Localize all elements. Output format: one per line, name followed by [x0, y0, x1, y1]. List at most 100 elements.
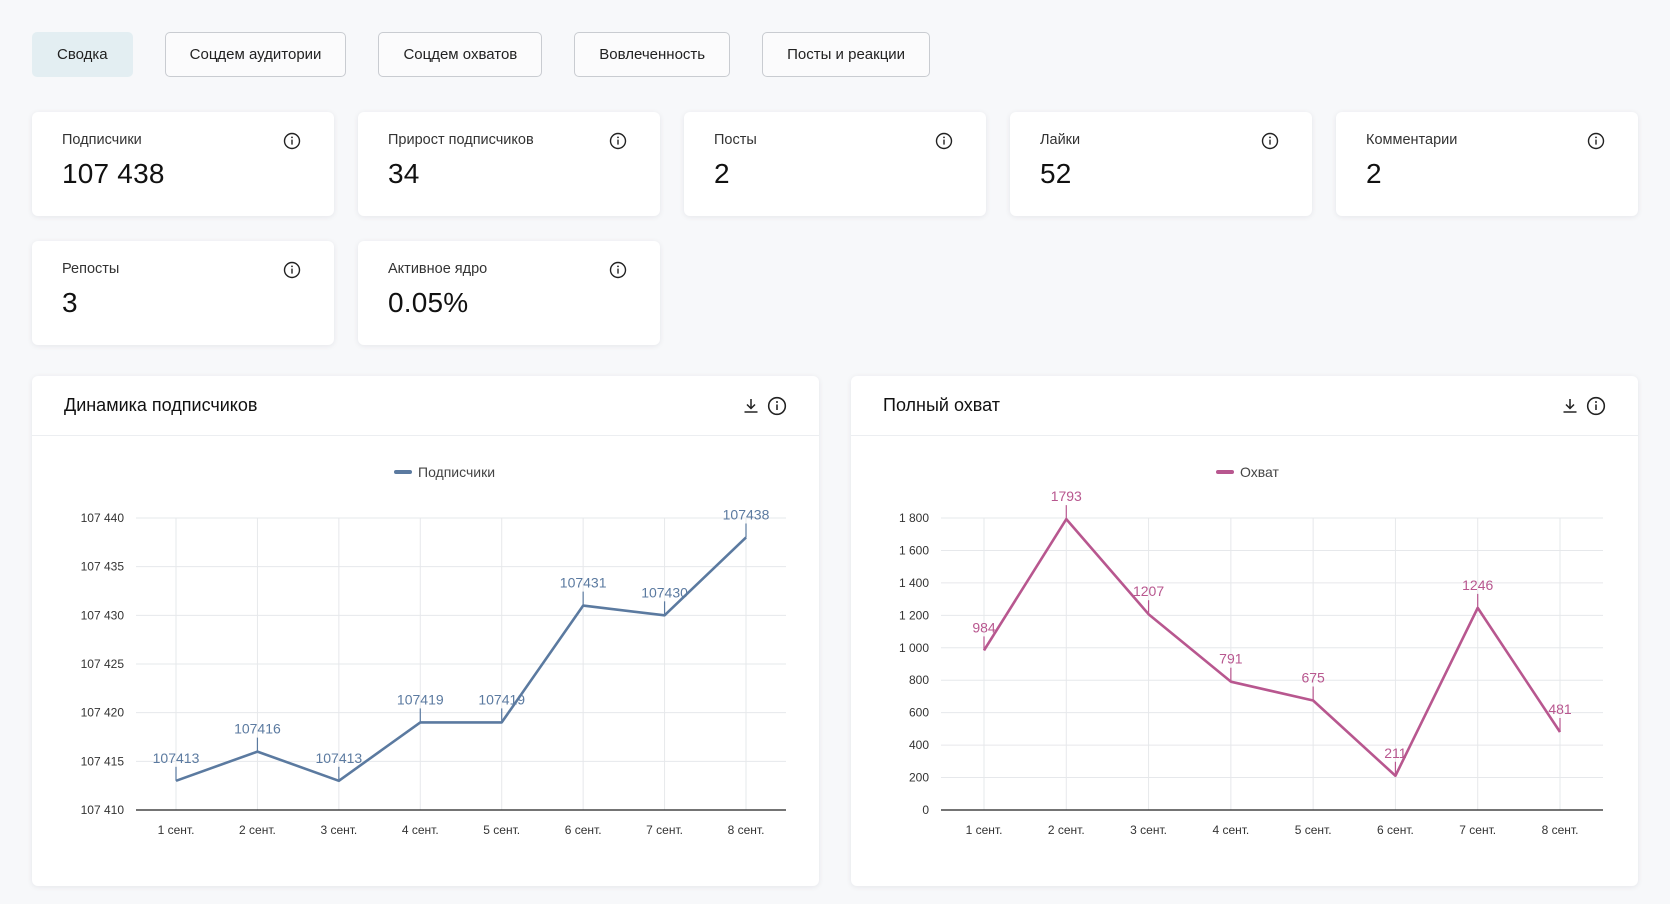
- y-tick-label: 107 430: [81, 608, 125, 622]
- metric-card-subscribers: Подписчики 107 438: [32, 112, 334, 216]
- metric-value: 0.05%: [388, 287, 469, 318]
- y-tick-label: 107 410: [81, 803, 125, 817]
- x-tick-label: 7 сент.: [1459, 823, 1496, 837]
- data-label: 791: [1219, 651, 1243, 667]
- data-label: 675: [1301, 670, 1325, 686]
- y-tick-label: 107 435: [81, 560, 125, 574]
- metric-label: Репосты: [62, 261, 120, 277]
- tab-audience-demographics[interactable]: Соцдем аудитории: [164, 32, 347, 77]
- data-label: 1207: [1133, 583, 1164, 599]
- download-icon[interactable]: [1560, 396, 1580, 416]
- x-tick-label: 1 сент.: [966, 823, 1003, 837]
- data-label: 107431: [560, 575, 607, 591]
- metric-label: Активное ядро: [388, 261, 488, 277]
- panel-title: Полный охват: [883, 395, 1001, 415]
- metric-label: Прирост подписчиков: [388, 132, 534, 148]
- data-label: 107419: [478, 691, 525, 707]
- info-icon[interactable]: [1586, 396, 1606, 416]
- data-label: 107419: [397, 691, 444, 707]
- y-tick-label: 600: [909, 706, 929, 720]
- metric-value: 2: [714, 158, 730, 189]
- legend-label: Подписчики: [418, 464, 495, 480]
- x-tick-label: 4 сент.: [1212, 823, 1249, 837]
- x-tick-label: 5 сент.: [483, 823, 520, 837]
- legend-label: Охват: [1240, 464, 1279, 480]
- chart-grid: [136, 517, 786, 811]
- data-label: 1793: [1051, 488, 1082, 504]
- x-tick-label: 5 сент.: [1295, 823, 1332, 837]
- x-tick-label: 2 сент.: [1048, 823, 1085, 837]
- x-tick-label: 6 сент.: [565, 823, 602, 837]
- x-tick-label: 8 сент.: [728, 823, 765, 837]
- metric-label: Комментарии: [1366, 132, 1458, 148]
- panel-header: Динамика подписчиков: [32, 376, 819, 436]
- info-icon[interactable]: [1261, 132, 1279, 150]
- y-tick-label: 1 400: [899, 576, 929, 590]
- x-tick-label: 6 сент.: [1377, 823, 1414, 837]
- metric-label: Подписчики: [62, 132, 142, 148]
- data-label: 107438: [723, 506, 770, 522]
- y-tick-label: 1 800: [899, 511, 929, 525]
- data-label: 107416: [234, 721, 281, 737]
- download-icon[interactable]: [741, 396, 761, 416]
- x-tick-label: 2 сент.: [239, 823, 276, 837]
- metric-value: 107 438: [62, 158, 165, 189]
- info-icon[interactable]: [767, 396, 787, 416]
- info-icon[interactable]: [935, 132, 953, 150]
- tab-bar: Сводка Соцдем аудитории Соцдем охватов В…: [32, 32, 931, 77]
- data-label: 211: [1384, 745, 1407, 761]
- x-tick-label: 4 сент.: [402, 823, 439, 837]
- tab-reach-demographics[interactable]: Соцдем охватов: [378, 32, 543, 77]
- metric-value: 2: [1366, 158, 1382, 189]
- metric-value: 34: [388, 158, 420, 189]
- metric-label: Посты: [714, 132, 757, 148]
- metric-card-reposts: Репосты 3: [32, 241, 334, 345]
- series-line: [175, 536, 747, 783]
- info-icon[interactable]: [1587, 132, 1605, 150]
- panel-title: Динамика подписчиков: [64, 395, 258, 415]
- data-label: 481: [1548, 701, 1572, 717]
- y-tick-label: 107 425: [81, 657, 125, 671]
- y-tick-label: 200: [909, 771, 929, 785]
- chart-legend: Охват: [1216, 464, 1279, 480]
- y-tick-label: 107 415: [81, 754, 125, 768]
- tab-summary[interactable]: Сводка: [32, 32, 133, 77]
- y-tick-label: 1 600: [899, 543, 929, 557]
- metric-value: 3: [62, 287, 78, 318]
- x-tick-label: 1 сент.: [158, 823, 195, 837]
- metric-card-comments: Комментарии 2: [1336, 112, 1638, 216]
- metric-value: 52: [1040, 158, 1072, 189]
- x-tick-label: 3 сент.: [1130, 823, 1167, 837]
- info-icon[interactable]: [283, 132, 301, 150]
- x-tick-label: 8 сент.: [1542, 823, 1579, 837]
- data-label: 107430: [641, 584, 688, 600]
- metric-card-active-core: Активное ядро 0.05%: [358, 241, 660, 345]
- chart-legend: Подписчики: [394, 464, 495, 480]
- metric-cards: Подписчики 107 438 Прирост подписчиков 3…: [32, 112, 1638, 345]
- metric-card-likes: Лайки 52: [1010, 112, 1312, 216]
- info-icon[interactable]: [609, 261, 627, 279]
- panel-header: Полный охват: [851, 376, 1638, 436]
- y-tick-label: 800: [909, 673, 929, 687]
- tab-engagement[interactable]: Вовлеченность: [574, 32, 731, 77]
- reach-line-chart: Охват 0 200 400 600 800 1 000 1 200 1 400 1 600 1 …: [899, 464, 1603, 837]
- reach-chart-panel: Полный охват Охват 0 200 400 600 800 1 000 1 20…: [851, 376, 1638, 886]
- metric-card-subscriber-growth: Прирост подписчиков 34: [358, 112, 660, 216]
- subscribers-chart-panel: Динамика подписчиков Подписчики 107 410 10…: [32, 376, 819, 886]
- x-tick-label: 7 сент.: [646, 823, 683, 837]
- data-label: 984: [972, 619, 996, 635]
- tab-posts-reactions[interactable]: Посты и реакции: [762, 32, 931, 77]
- info-icon[interactable]: [283, 261, 301, 279]
- metric-card-posts: Посты 2: [684, 112, 986, 216]
- legend-swatch: [1216, 470, 1234, 474]
- y-tick-label: 1 000: [899, 641, 929, 655]
- metric-label: Лайки: [1040, 132, 1081, 148]
- data-label: 107413: [315, 750, 362, 766]
- series-line: [982, 517, 1562, 778]
- y-tick-label: 107 440: [81, 511, 125, 525]
- x-tick-label: 3 сент.: [320, 823, 357, 837]
- y-tick-label: 1 200: [899, 608, 929, 622]
- data-label: 107413: [153, 750, 200, 766]
- info-icon[interactable]: [609, 132, 627, 150]
- data-label: 1246: [1462, 577, 1493, 593]
